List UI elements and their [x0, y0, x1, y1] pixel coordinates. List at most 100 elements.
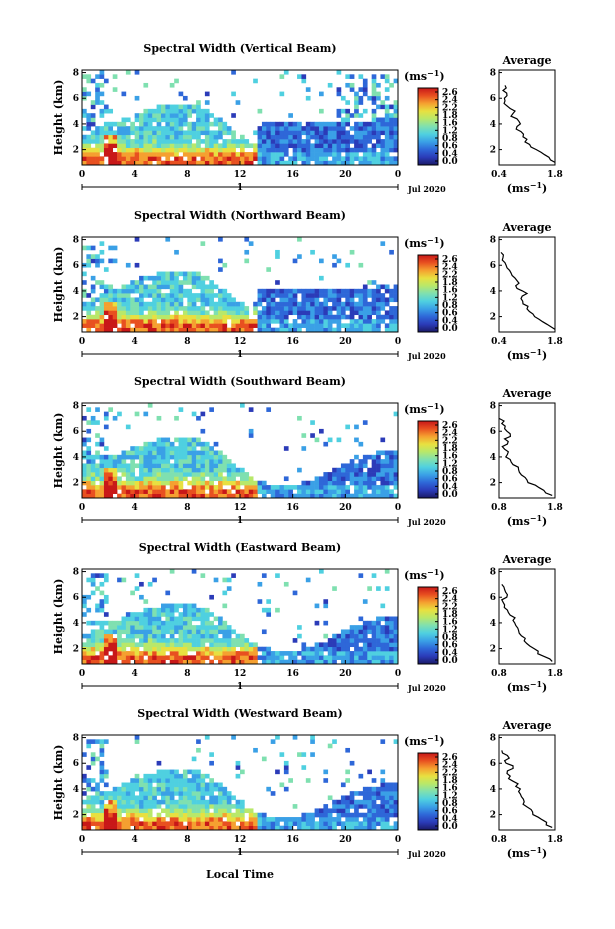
- heatmap-cell: [156, 441, 162, 447]
- heatmap-cell: [213, 812, 219, 818]
- heatmap-cell: [86, 319, 92, 324]
- heatmap-cell: [103, 411, 109, 417]
- heatmap-cell: [108, 288, 114, 294]
- heatmap-cell: [134, 143, 140, 149]
- heatmap-cell: [279, 817, 285, 822]
- heatmap-cell: [367, 306, 372, 311]
- heatmap-cell: [244, 489, 250, 494]
- heatmap-cell: [376, 82, 381, 88]
- heatmap-cell: [169, 446, 175, 451]
- heatmap-cell: [82, 134, 87, 140]
- heatmap-cell: [349, 633, 355, 639]
- heatmap-cell: [204, 100, 210, 105]
- heatmap-cell: [218, 267, 223, 272]
- heatmap-cell: [314, 121, 320, 127]
- heatmap-cell: [147, 642, 153, 648]
- heatmap-cell: [178, 804, 184, 809]
- heatmap-cell: [147, 121, 153, 127]
- heatmap-cell: [196, 769, 201, 775]
- colorbar-tick-label: 2.6: [442, 587, 458, 597]
- heatmap-cell: [117, 310, 122, 316]
- heatmap-cell: [371, 152, 377, 157]
- heatmap-cell: [117, 480, 122, 486]
- heatmap-cell: [165, 782, 171, 788]
- heatmap-cell: [235, 804, 241, 809]
- heatmap-cell: [103, 134, 109, 140]
- heatmap-cell: [283, 817, 289, 822]
- heatmap-cell: [393, 651, 399, 656]
- heatmap-cell: [152, 638, 157, 643]
- heatmap-cell: [389, 493, 394, 499]
- heatmap-cell: [380, 319, 386, 324]
- heatmap-cell: [95, 786, 100, 792]
- heatmap-cell: [152, 454, 157, 460]
- heatmap-cell: [231, 327, 236, 333]
- heatmap-cell: [187, 817, 193, 822]
- heatmap-cell: [248, 143, 254, 149]
- heatmap-cell: [178, 786, 184, 792]
- heatmap-cell: [165, 590, 171, 596]
- heatmap-cell: [362, 310, 368, 316]
- heatmap-cell: [266, 659, 272, 665]
- heatmap-cell: [380, 121, 386, 127]
- heatmap-cell: [182, 489, 188, 494]
- heatmap-cell: [112, 825, 118, 831]
- heatmap-cell: [125, 126, 131, 131]
- heatmap-cell: [288, 323, 293, 328]
- colorbar-tick-label: 0.8: [442, 134, 458, 144]
- heatmap-cell: [257, 817, 263, 822]
- heatmap-cell: [152, 301, 157, 307]
- heatmap-cell: [117, 467, 122, 473]
- heatmap-cell: [90, 156, 96, 161]
- heatmap-cell: [174, 786, 179, 792]
- heatmap-cell: [301, 825, 307, 831]
- heatmap-cell: [139, 160, 144, 166]
- y-axis-label: Height (km): [52, 579, 65, 655]
- heatmap-cell: [86, 301, 92, 307]
- heatmap-cell: [143, 633, 149, 639]
- heatmap-cell: [231, 795, 236, 801]
- heatmap-cell: [235, 760, 241, 766]
- heatmap-cell: [152, 293, 157, 298]
- heatmap-cell: [196, 284, 201, 290]
- heatmap-cell: [283, 143, 289, 149]
- heatmap-cell: [143, 134, 149, 140]
- heatmap-cell: [332, 739, 337, 744]
- heatmap-cell: [99, 113, 105, 118]
- heatmap-cell: [143, 821, 149, 826]
- heatmap-cell: [305, 160, 311, 166]
- heatmap-cell: [393, 659, 399, 665]
- heatmap-cell: [354, 629, 359, 635]
- heatmap-cell: [161, 437, 166, 443]
- heatmap-cell: [134, 327, 140, 333]
- heatmap-cell: [371, 655, 377, 660]
- heatmap-cell: [231, 493, 236, 499]
- heatmap-cell: [376, 804, 381, 809]
- heatmap-cell: [362, 147, 368, 153]
- heatmap-cell: [314, 152, 320, 157]
- heatmap-cell: [152, 786, 157, 792]
- x-tick-label: 8: [184, 170, 190, 180]
- heatmap-cell: [209, 152, 214, 157]
- heatmap-cell: [103, 808, 109, 814]
- heatmap-cell: [90, 297, 96, 303]
- heatmap-cell: [319, 569, 324, 574]
- heatmap-cell: [165, 139, 171, 144]
- heatmap-cell: [235, 485, 241, 490]
- y-tick-label: 8: [73, 568, 79, 578]
- heatmap-cell: [213, 310, 219, 316]
- heatmap-cell: [226, 651, 232, 656]
- heatmap-cell: [389, 130, 394, 136]
- heatmap-cell: [345, 108, 351, 114]
- heatmap-cell: [95, 463, 100, 469]
- heatmap-cell: [130, 284, 135, 290]
- heatmap-cell: [178, 450, 184, 456]
- heatmap-cell: [376, 493, 381, 499]
- colorbar-tick-label: 0.4: [442, 482, 458, 492]
- heatmap-cell: [152, 480, 157, 486]
- heatmap-cell: [349, 791, 355, 796]
- heatmap-cell: [275, 130, 280, 136]
- heatmap-cell: [174, 306, 179, 311]
- heatmap-cell: [95, 795, 100, 801]
- heatmap-cell: [209, 804, 214, 809]
